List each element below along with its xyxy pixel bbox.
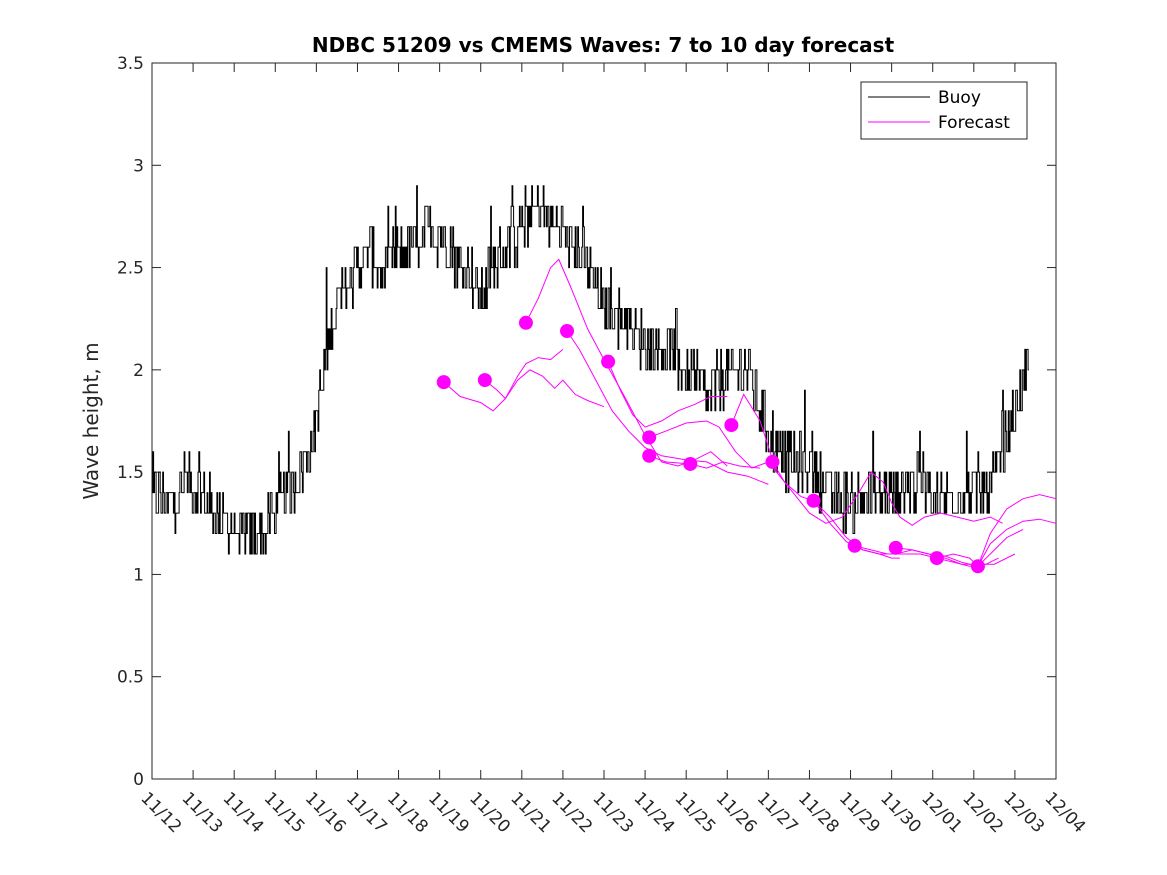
series-line-forecast xyxy=(484,349,564,400)
y-tick-label: 0 xyxy=(133,770,144,790)
series-line-forecast xyxy=(730,393,1003,526)
series-line-forecast xyxy=(977,528,1024,567)
y-tick-label: 3.5 xyxy=(117,54,144,74)
forecast-start-marker xyxy=(765,454,780,469)
forecast-start-marker xyxy=(642,448,657,463)
y-axis-label: Wave height, m xyxy=(79,342,103,499)
legend-label-forecast: Forecast xyxy=(938,113,1010,133)
legend-label-buoy: Buoy xyxy=(938,88,981,108)
series-line-forecast xyxy=(772,461,900,559)
y-tick-label: 1 xyxy=(133,565,144,585)
y-tick-label: 0.5 xyxy=(117,668,144,688)
forecast-start-marker xyxy=(683,456,698,471)
plot-area: 00.511.522.533.5 11/1211/1311/1411/1511/… xyxy=(117,54,1089,837)
forecast-start-marker xyxy=(806,493,821,508)
y-tick-label: 3 xyxy=(133,156,144,176)
forecast-start-marker xyxy=(560,323,575,338)
forecast-start-marker xyxy=(970,559,985,574)
series-line-forecast xyxy=(443,369,605,412)
forecast-start-marker xyxy=(601,354,616,369)
forecast-start-marker xyxy=(436,375,451,390)
axes-box xyxy=(151,62,1057,780)
forecast-start-marker xyxy=(929,551,944,566)
y-axis-ticks: 0 0.5 1 1.5 2 2.5 3 3.5 xyxy=(117,54,1056,790)
forecast-start-marker xyxy=(477,373,492,388)
forecast-start-marker xyxy=(888,540,903,555)
forecast-start-marker xyxy=(847,538,862,553)
series-line-forecast xyxy=(649,455,761,469)
series-line-forecast xyxy=(649,420,769,469)
chart-title: NDBC 51209 vs CMEMS Waves: 7 to 10 day f… xyxy=(312,33,895,57)
series-line-buoy xyxy=(152,185,1029,555)
legend-box xyxy=(860,81,1028,140)
y-tick-label: 2 xyxy=(133,361,144,381)
forecast-start-marker xyxy=(642,430,657,445)
y-tick-label: 2.5 xyxy=(117,259,144,279)
y-tick-label: 1.5 xyxy=(117,463,144,483)
legend: Buoy Forecast xyxy=(860,81,1028,140)
series-line-forecast xyxy=(607,361,728,428)
forecast-start-marker xyxy=(518,315,533,330)
forecast-start-markers xyxy=(436,315,985,574)
forecast-start-marker xyxy=(724,418,739,433)
series-line-forecast xyxy=(854,518,1057,567)
